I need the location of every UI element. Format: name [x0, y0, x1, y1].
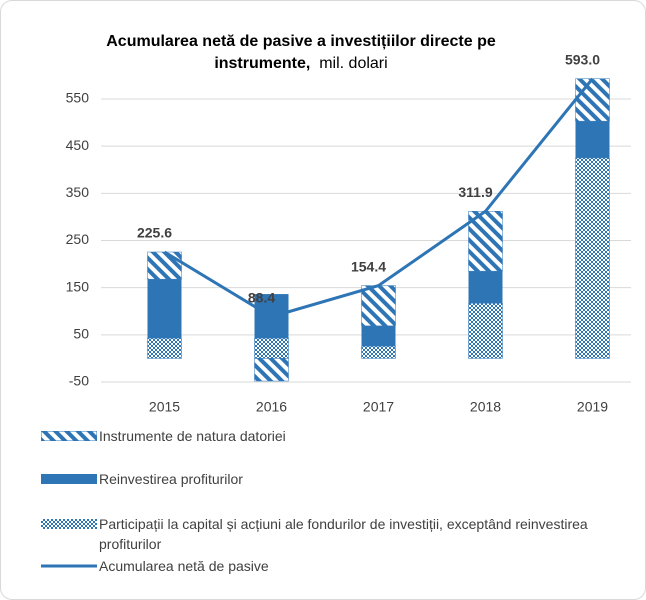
- x-tick-label: 2017: [363, 399, 394, 415]
- legend-label: Reinvestirea profiturilor: [99, 471, 243, 487]
- bar-segment: [147, 279, 182, 339]
- data-label: 225.6: [137, 225, 172, 241]
- bar-segment: [361, 325, 396, 347]
- bar-segment: [468, 302, 503, 359]
- y-tick-label: 150: [66, 278, 90, 294]
- data-label: 311.9: [458, 184, 492, 200]
- data-label: 88.4: [248, 289, 275, 305]
- legend-label: Participații la capital și acțiuni ale f…: [99, 516, 588, 552]
- y-tick-label: 350: [66, 184, 90, 200]
- legend-item: Participații la capital și acțiuni ale f…: [41, 514, 631, 554]
- x-tick-label: 2016: [256, 399, 287, 415]
- bar-segment: [147, 251, 182, 280]
- title-unit: mil. dolari: [319, 55, 388, 72]
- data-label: 154.4: [351, 258, 386, 274]
- legend-item: Instrumente de natura datoriei: [41, 426, 641, 446]
- y-tick-label: -50: [69, 373, 89, 389]
- x-tick-label: 2019: [577, 399, 608, 415]
- y-tick-label: 550: [66, 90, 90, 106]
- data-label: 593.0: [565, 51, 600, 67]
- legend-label: Acumularea netă de pasive: [99, 558, 269, 574]
- title-main: Acumularea netă de pasive a investițiilo…: [106, 33, 496, 72]
- legend-item: Acumularea netă de pasive: [41, 556, 641, 576]
- x-tick-label: 2018: [470, 399, 501, 415]
- legend-label: Instrumente de natura datoriei: [99, 428, 286, 444]
- line-series: [163, 77, 594, 319]
- bar-segment: [468, 271, 503, 304]
- y-tick-label: 450: [66, 137, 90, 153]
- bar-segment: [254, 337, 289, 359]
- bar-segment: [575, 78, 610, 122]
- bar-segment: [361, 285, 396, 327]
- bar-segment: [575, 121, 610, 158]
- x-tick-label: 2015: [149, 399, 180, 415]
- legend-item: Reinvestirea profiturilor: [41, 469, 641, 489]
- bar-segment: [575, 157, 610, 359]
- chart-title: Acumularea netă de pasive a investițiilo…: [61, 31, 541, 75]
- y-tick-label: 50: [73, 326, 89, 342]
- y-tick-label: 250: [66, 231, 90, 247]
- bar-segment: [147, 337, 182, 359]
- bar-segment: [254, 358, 289, 382]
- bar-segment: [361, 345, 396, 359]
